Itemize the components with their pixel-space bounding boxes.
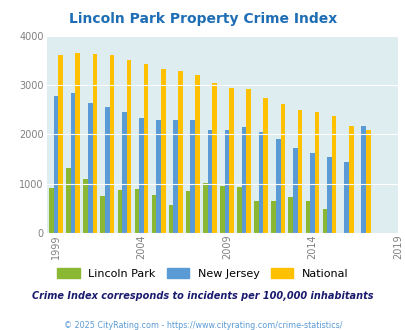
Bar bbox=[117, 190, 122, 233]
Bar bbox=[348, 126, 353, 233]
Bar bbox=[139, 117, 143, 233]
Bar bbox=[254, 201, 258, 233]
Bar bbox=[143, 64, 148, 233]
Bar bbox=[271, 201, 275, 233]
Bar bbox=[66, 168, 71, 233]
Bar bbox=[314, 112, 319, 233]
Bar bbox=[168, 205, 173, 233]
Bar bbox=[105, 108, 109, 233]
Bar bbox=[160, 69, 165, 233]
Bar bbox=[92, 54, 97, 233]
Bar bbox=[207, 130, 212, 233]
Bar bbox=[100, 196, 105, 233]
Text: Crime Index corresponds to incidents per 100,000 inhabitants: Crime Index corresponds to incidents per… bbox=[32, 291, 373, 301]
Bar bbox=[75, 53, 80, 233]
Text: Lincoln Park Property Crime Index: Lincoln Park Property Crime Index bbox=[69, 12, 336, 25]
Bar bbox=[177, 71, 182, 233]
Bar bbox=[212, 83, 216, 233]
Bar bbox=[258, 132, 263, 233]
Bar bbox=[122, 112, 126, 233]
Bar bbox=[109, 55, 114, 233]
Bar bbox=[53, 96, 58, 233]
Bar bbox=[49, 188, 53, 233]
Bar bbox=[202, 183, 207, 233]
Bar bbox=[134, 189, 139, 233]
Bar bbox=[58, 55, 63, 233]
Bar bbox=[195, 75, 199, 233]
Bar bbox=[275, 139, 280, 233]
Bar bbox=[83, 179, 88, 233]
Bar bbox=[331, 116, 336, 233]
Bar bbox=[343, 162, 348, 233]
Bar bbox=[288, 197, 292, 233]
Bar bbox=[71, 93, 75, 233]
Bar bbox=[126, 60, 131, 233]
Bar bbox=[88, 103, 92, 233]
Bar bbox=[326, 156, 331, 233]
Bar bbox=[224, 130, 229, 233]
Bar bbox=[292, 148, 297, 233]
Bar bbox=[309, 153, 314, 233]
Bar bbox=[322, 209, 326, 233]
Bar bbox=[365, 130, 370, 233]
Bar bbox=[173, 120, 177, 233]
Bar bbox=[156, 120, 160, 233]
Bar bbox=[190, 120, 195, 233]
Bar bbox=[246, 89, 250, 233]
Bar bbox=[297, 110, 301, 233]
Bar bbox=[305, 201, 309, 233]
Bar bbox=[360, 126, 365, 233]
Bar bbox=[220, 185, 224, 233]
Bar bbox=[229, 88, 233, 233]
Legend: Lincoln Park, New Jersey, National: Lincoln Park, New Jersey, National bbox=[57, 268, 348, 279]
Bar bbox=[237, 186, 241, 233]
Bar bbox=[263, 98, 267, 233]
Bar bbox=[185, 191, 190, 233]
Bar bbox=[241, 127, 246, 233]
Text: © 2025 CityRating.com - https://www.cityrating.com/crime-statistics/: © 2025 CityRating.com - https://www.city… bbox=[64, 321, 341, 330]
Bar bbox=[151, 195, 156, 233]
Bar bbox=[280, 104, 284, 233]
